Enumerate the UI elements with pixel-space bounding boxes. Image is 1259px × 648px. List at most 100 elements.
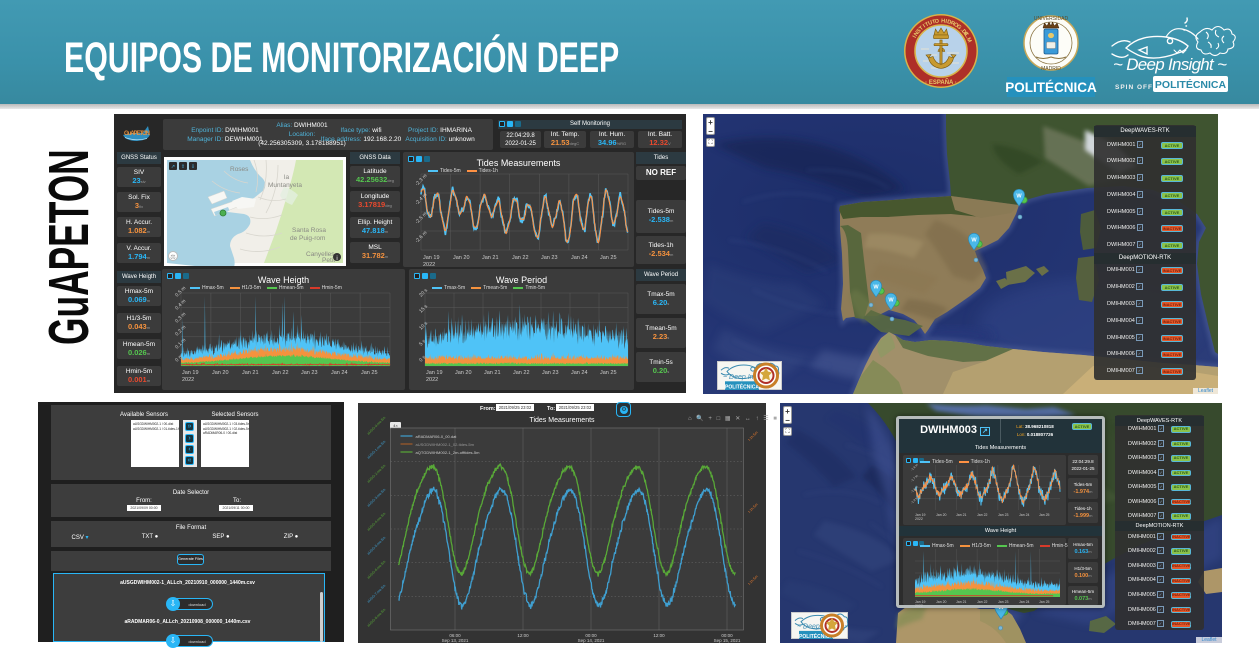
svg-text:t-1h.5m: t-1h.5m bbox=[747, 502, 758, 513]
svg-text:20 s: 20 s bbox=[418, 287, 429, 298]
svg-text:06:00: 06:00 bbox=[449, 633, 461, 638]
svg-text:Jan 21: Jan 21 bbox=[956, 600, 967, 604]
svg-text:Jan 20: Jan 20 bbox=[455, 370, 472, 376]
svg-text:POLITÉCNICA: POLITÉCNICA bbox=[725, 382, 759, 390]
svg-text:Jan 24: Jan 24 bbox=[571, 255, 588, 261]
svg-text:-1.6 m: -1.6 m bbox=[910, 463, 919, 472]
svg-text:R: R bbox=[949, 20, 955, 27]
svg-text:I: I bbox=[945, 19, 948, 25]
svg-text:Jan 22: Jan 22 bbox=[513, 370, 530, 376]
svg-text:Jan 19: Jan 19 bbox=[426, 370, 443, 376]
svg-text:⚖: ⚖ bbox=[170, 254, 176, 261]
svg-text:i: i bbox=[336, 256, 337, 262]
svg-text:aQTGDWIHM002-1_2m-offtides-5m: aQTGDWIHM002-1_2m-offtides-5m bbox=[416, 450, 481, 455]
svg-text:t-1h.5m: t-1h.5m bbox=[747, 430, 758, 441]
svg-text:S: S bbox=[916, 28, 923, 35]
svg-text:~ Deep Insight ~: ~ Deep Insight ~ bbox=[723, 374, 774, 381]
svg-text:2022: 2022 bbox=[915, 604, 923, 608]
svg-text:Jan 21: Jan 21 bbox=[482, 255, 499, 261]
svg-text:00:00: 00:00 bbox=[585, 633, 597, 638]
svg-text:Jan 24: Jan 24 bbox=[331, 370, 348, 376]
svg-text:Jan 25: Jan 25 bbox=[361, 370, 378, 376]
svg-text:W: W bbox=[888, 297, 894, 303]
svg-text:T: T bbox=[924, 21, 930, 28]
svg-text:Jan 23: Jan 23 bbox=[542, 370, 559, 376]
svg-text:· ESPAÑA ·: · ESPAÑA · bbox=[925, 79, 957, 86]
svg-text:T: T bbox=[931, 19, 936, 26]
svg-text:UNIVERSIDAD: UNIVERSIDAD bbox=[1034, 16, 1069, 22]
svg-text:Jan 22: Jan 22 bbox=[272, 370, 289, 376]
svg-text:POLITÉCNICA: POLITÉCNICA bbox=[1155, 78, 1227, 91]
svg-text:Jan 24: Jan 24 bbox=[1019, 600, 1030, 604]
svg-text:Jan 23: Jan 23 bbox=[301, 370, 318, 376]
svg-text:⇧: ⇧ bbox=[181, 164, 185, 170]
svg-text:I: I bbox=[912, 35, 918, 40]
svg-text:2022: 2022 bbox=[426, 377, 438, 383]
svg-text:L.M: L.M bbox=[963, 32, 973, 44]
svg-text:Muntanyeta: Muntanyeta bbox=[268, 182, 302, 189]
svg-text:00:00: 00:00 bbox=[721, 633, 733, 638]
svg-text:E: E bbox=[962, 31, 969, 38]
svg-text:Jan 19: Jan 19 bbox=[915, 600, 926, 604]
svg-text:Jan 20: Jan 20 bbox=[453, 255, 470, 261]
svg-text:Jan 20: Jan 20 bbox=[936, 513, 947, 517]
svg-text:Santa Rosa: Santa Rosa bbox=[292, 227, 326, 234]
svg-text:Jan 23: Jan 23 bbox=[998, 513, 1009, 517]
svg-text:15 s: 15 s bbox=[418, 303, 429, 314]
svg-text:~ Deep Insight ~: ~ Deep Insight ~ bbox=[1113, 55, 1227, 74]
svg-text:-1.7 m: -1.7 m bbox=[910, 474, 919, 483]
svg-text:Jan 19: Jan 19 bbox=[423, 255, 440, 261]
svg-text:0 m: 0 m bbox=[174, 353, 184, 363]
svg-text:Jan 20: Jan 20 bbox=[212, 370, 229, 376]
svg-text:Jan 25: Jan 25 bbox=[600, 255, 617, 261]
svg-text:Jan 19: Jan 19 bbox=[182, 370, 199, 376]
svg-text:Roses: Roses bbox=[230, 166, 249, 173]
svg-text:POLITÉCNICA: POLITÉCNICA bbox=[1006, 80, 1097, 95]
svg-text:Jan 21: Jan 21 bbox=[956, 513, 967, 517]
svg-text:Jan 21: Jan 21 bbox=[484, 370, 501, 376]
svg-text:W: W bbox=[873, 284, 879, 290]
svg-text:D: D bbox=[946, 19, 952, 26]
svg-text:Jan 22: Jan 22 bbox=[512, 255, 529, 261]
svg-text:N: N bbox=[913, 31, 920, 38]
svg-text:W: W bbox=[971, 237, 977, 243]
svg-text:Jan 25: Jan 25 bbox=[1039, 513, 1050, 517]
svg-text:H: H bbox=[941, 18, 945, 24]
svg-text:W: W bbox=[1016, 193, 1022, 199]
svg-text:Sep 15, 2021: Sep 15, 2021 bbox=[714, 638, 741, 643]
svg-text:aUSGDWIHM002-1_02-tides-5m: aUSGDWIHM002-1_02-tides-5m bbox=[416, 442, 475, 447]
svg-text:12:00: 12:00 bbox=[653, 633, 665, 638]
svg-text:Jan 23: Jan 23 bbox=[998, 600, 1009, 604]
svg-text:Petit: Petit bbox=[322, 257, 335, 264]
svg-text:D: D bbox=[960, 29, 967, 36]
svg-text:2022: 2022 bbox=[915, 517, 923, 521]
svg-text:MADRID: MADRID bbox=[1041, 66, 1061, 72]
svg-text:Jan 19: Jan 19 bbox=[915, 513, 926, 517]
svg-text:GuAPETON: GuAPETON bbox=[124, 131, 150, 137]
svg-text:Jan 25: Jan 25 bbox=[1039, 600, 1050, 604]
svg-text:5 s: 5 s bbox=[418, 338, 427, 347]
svg-text:10 s: 10 s bbox=[418, 320, 429, 331]
svg-text:Jan 24: Jan 24 bbox=[1019, 513, 1030, 517]
svg-text:la: la bbox=[284, 174, 289, 181]
svg-text:Jan 22: Jan 22 bbox=[977, 513, 988, 517]
svg-text:de Puig-rom: de Puig-rom bbox=[290, 235, 325, 242]
svg-text:Jan 22: Jan 22 bbox=[977, 600, 988, 604]
svg-text:aRADMAR06-0_00.dat: aRADMAR06-0_00.dat bbox=[416, 434, 458, 439]
svg-text:-1.8 m: -1.8 m bbox=[910, 485, 919, 494]
svg-text:-1.9 m: -1.9 m bbox=[910, 496, 919, 505]
svg-text:Jan 24: Jan 24 bbox=[571, 370, 588, 376]
svg-text:Jan 20: Jan 20 bbox=[936, 600, 947, 604]
svg-text:2022: 2022 bbox=[182, 377, 194, 383]
svg-text:G: G bbox=[955, 24, 962, 31]
svg-text:⇩: ⇩ bbox=[191, 164, 195, 170]
svg-text:Jan 23: Jan 23 bbox=[541, 255, 558, 261]
svg-text:SPIN OFF: SPIN OFF bbox=[1115, 84, 1153, 91]
svg-text:O: O bbox=[952, 22, 959, 30]
svg-text:↗: ↗ bbox=[171, 164, 175, 170]
svg-text:12:00: 12:00 bbox=[517, 633, 529, 638]
svg-text:Jan 25: Jan 25 bbox=[600, 370, 617, 376]
svg-text:U: U bbox=[927, 20, 933, 27]
svg-text:2022: 2022 bbox=[423, 262, 435, 268]
svg-text:Sep 14, 2021: Sep 14, 2021 bbox=[578, 638, 605, 643]
